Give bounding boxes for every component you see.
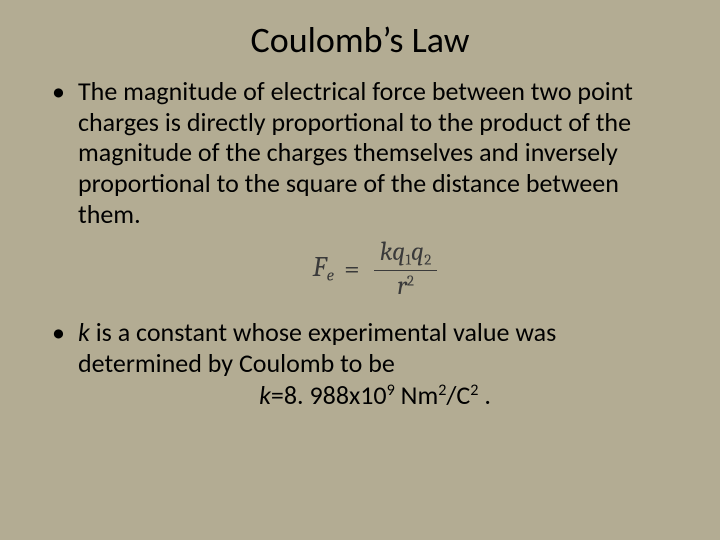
k-value-line: k=8. 988x109 Nm2/C2 . [78,380,672,411]
eq-q1: q [392,237,405,267]
eq-q2: q [411,237,424,267]
k-eq-part: =8. 988x10 [271,379,387,411]
coulomb-equation: Fe = kq1q2 r2 [313,239,438,299]
k-c: /C [446,379,470,411]
eq-numerator: kq1q2 [374,239,438,271]
equation-block: Fe = kq1q2 r2 [78,239,672,299]
eq-lhs-sym: F [313,251,327,283]
bullet-constant-text: is a constant whose experimental value w… [78,316,556,379]
k-exp-9: 9 [387,381,395,400]
bullet-definition: The magnitude of electrical force betwee… [78,76,672,229]
slide-body: The magnitude of electrical force betwee… [48,76,672,411]
k-nm: Nm [395,379,438,411]
eq-denominator: r2 [374,271,438,299]
bullet-constant: k is a constant whose experimental value… [78,317,672,411]
eq-fraction: kq1q2 r2 [374,239,438,299]
eq-equals: = [344,253,360,285]
eq-sub2: 2 [424,251,431,269]
k-tail: . [478,379,490,411]
slide-title: Coulomb’s Law [48,18,672,62]
eq-r: r [397,271,407,301]
eq-lhs-sub: e [327,267,334,286]
k-prefix: k [259,379,271,411]
eq-rsq: 2 [407,272,414,290]
k-italic: k [78,316,90,348]
slide: Coulomb’s Law The magnitude of electrica… [0,0,720,540]
eq-k: k [380,237,392,267]
